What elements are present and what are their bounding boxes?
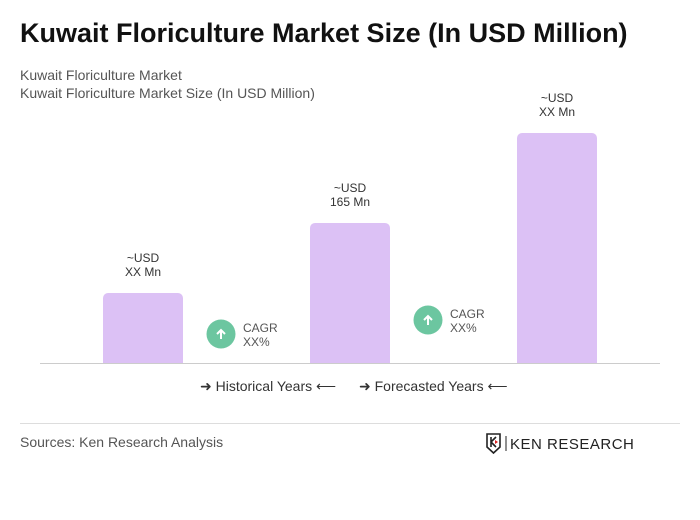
- arrow-up-icon: [423, 314, 433, 325]
- subtitle-2: Kuwait Floriculture Market Size (In USD …: [20, 85, 315, 101]
- legend-forecasted-label: Forecasted Years: [374, 378, 484, 394]
- data-label: ~USD: [541, 91, 574, 105]
- bar: [517, 133, 597, 363]
- chart-title: Kuwait Floriculture Market Size (In USD …: [20, 18, 628, 48]
- cagr-value: XX%: [450, 321, 477, 335]
- ken-research-logo: KEN RESEARCH: [486, 433, 634, 455]
- cagr-label: CAGR: [243, 321, 278, 335]
- cagr-value: XX%: [243, 335, 270, 349]
- bar-base: [310, 358, 390, 363]
- subtitle: Kuwait Floriculture Market: [20, 67, 182, 83]
- bar: [310, 222, 390, 363]
- bar-base: [103, 358, 183, 363]
- divider: [20, 423, 680, 424]
- data-label: ~USD: [127, 251, 160, 265]
- data-label: 165 Mn: [330, 195, 370, 209]
- bar-base: [517, 358, 597, 363]
- legend-forecasted: ➜ Forecasted Years ⟵: [359, 378, 508, 394]
- svg-text:KEN RESEARCH: KEN RESEARCH: [510, 436, 634, 453]
- legend-historical-label: Historical Years: [215, 378, 313, 394]
- data-label: ~USD: [334, 181, 367, 195]
- legend-historical: ➜ Historical Years ⟵: [200, 378, 337, 394]
- data-label: XX Mn: [125, 265, 161, 279]
- sources: Sources: Ken Research Analysis: [20, 434, 224, 450]
- data-label: XX Mn: [539, 105, 575, 119]
- arrow-up-icon: [216, 328, 226, 339]
- bar: [103, 292, 183, 363]
- cagr-label: CAGR: [450, 307, 485, 321]
